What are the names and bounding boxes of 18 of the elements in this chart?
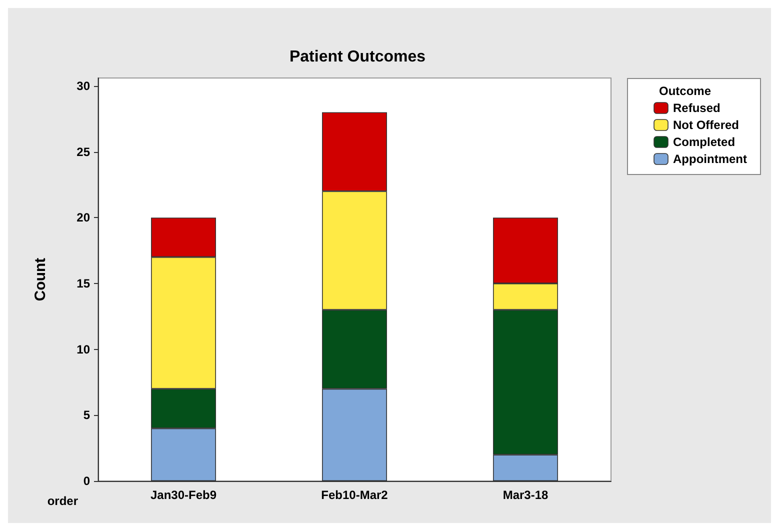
x-tick-label: Jan30-Feb9 — [150, 488, 217, 502]
y-tick-label: 25 — [76, 144, 90, 159]
y-tick-label: 20 — [76, 210, 90, 225]
y-tick-label: 10 — [76, 342, 90, 356]
legend-label: Completed — [673, 135, 736, 149]
legend-label: Refused — [673, 101, 720, 115]
y-axis-title: Count — [32, 258, 49, 302]
chart-title: Patient Outcomes — [289, 48, 426, 66]
legend-label: Not Offered — [673, 118, 740, 132]
y-tick-label: 0 — [83, 474, 90, 488]
y-tick-label: 5 — [83, 408, 90, 422]
y-tick-label: 15 — [76, 276, 90, 290]
x-tick-label: Mar3-18 — [502, 488, 549, 502]
x-axis-title: order — [47, 494, 78, 508]
x-tick-label: Feb10-Mar2 — [321, 488, 388, 502]
legend-title: Outcome — [658, 84, 712, 98]
legend-label: Appointment — [673, 152, 748, 166]
y-tick-label: 30 — [76, 78, 90, 93]
